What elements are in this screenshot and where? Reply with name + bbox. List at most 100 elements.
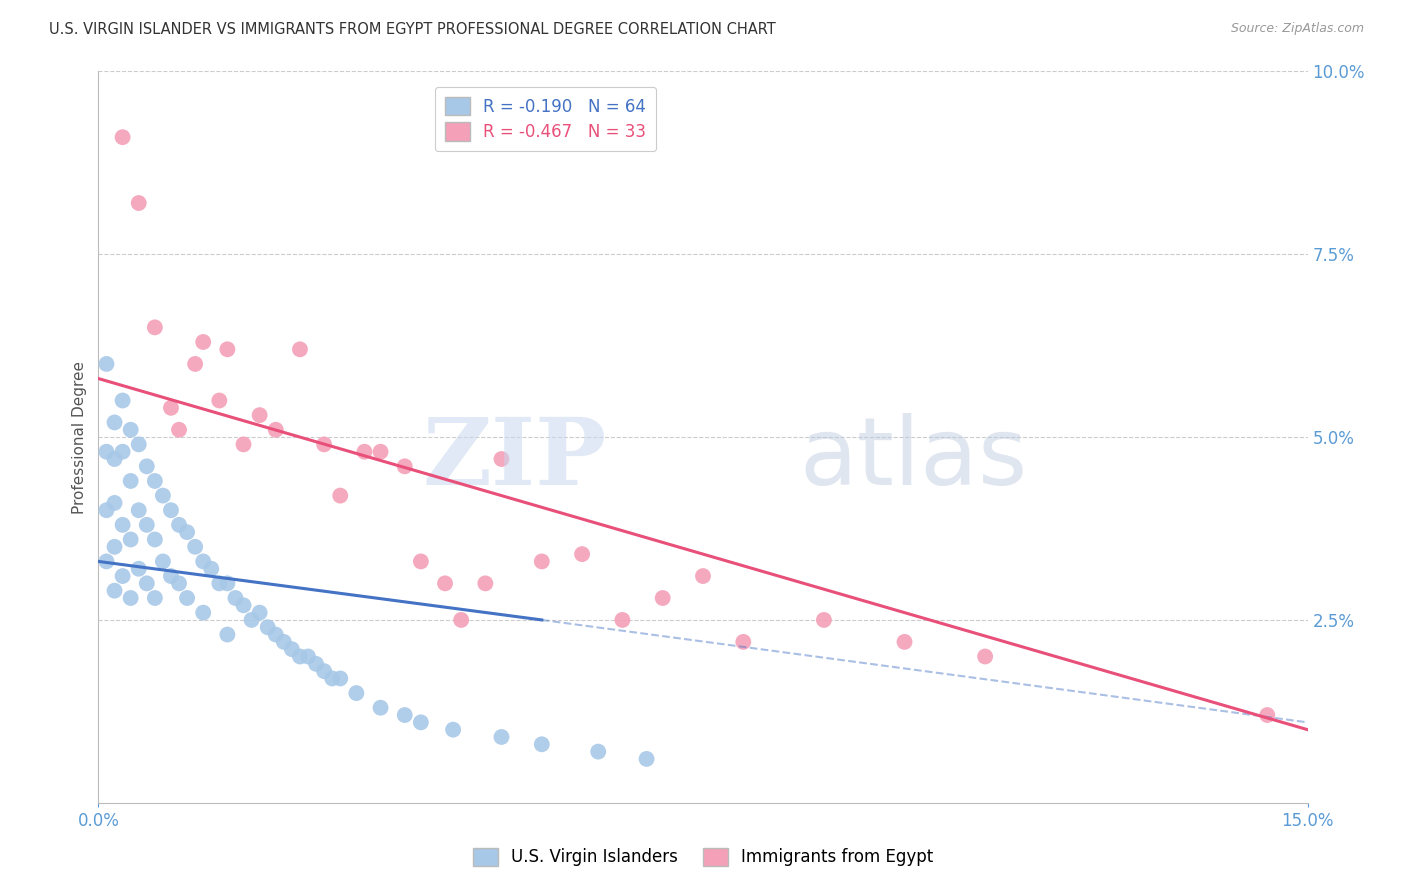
- Point: [530, 554, 553, 568]
- Point: [167, 517, 190, 532]
- Point: [305, 657, 328, 671]
- Point: [217, 343, 239, 357]
- Point: [193, 554, 215, 568]
- Point: [530, 737, 553, 751]
- Point: [409, 715, 432, 730]
- Point: [474, 576, 496, 591]
- Point: [273, 635, 295, 649]
- Point: [321, 672, 343, 686]
- Point: [152, 554, 174, 568]
- Point: [167, 576, 190, 591]
- Point: [491, 452, 513, 467]
- Point: [184, 357, 207, 371]
- Point: [152, 489, 174, 503]
- Point: [232, 437, 254, 451]
- Point: [441, 723, 464, 737]
- Point: [167, 423, 190, 437]
- Point: [111, 130, 134, 145]
- Point: [111, 444, 134, 458]
- Point: [128, 437, 150, 451]
- Point: [160, 401, 183, 415]
- Point: [103, 416, 125, 430]
- Point: [143, 533, 166, 547]
- Point: [813, 613, 835, 627]
- Point: [217, 576, 239, 591]
- Point: [314, 664, 336, 678]
- Point: [692, 569, 714, 583]
- Point: [103, 496, 125, 510]
- Point: [249, 408, 271, 422]
- Point: [193, 334, 215, 349]
- Point: [96, 444, 118, 458]
- Point: [160, 503, 183, 517]
- Point: [256, 620, 278, 634]
- Point: [974, 649, 997, 664]
- Point: [120, 474, 142, 488]
- Point: [96, 503, 118, 517]
- Point: [184, 540, 207, 554]
- Point: [264, 627, 287, 641]
- Point: [636, 752, 658, 766]
- Point: [409, 554, 432, 568]
- Point: [217, 627, 239, 641]
- Point: [111, 393, 134, 408]
- Point: [103, 540, 125, 554]
- Point: [1256, 708, 1278, 723]
- Point: [160, 569, 183, 583]
- Point: [224, 591, 246, 605]
- Point: [281, 642, 304, 657]
- Text: Source: ZipAtlas.com: Source: ZipAtlas.com: [1230, 22, 1364, 36]
- Point: [96, 554, 118, 568]
- Point: [893, 635, 915, 649]
- Point: [143, 320, 166, 334]
- Text: U.S. VIRGIN ISLANDER VS IMMIGRANTS FROM EGYPT PROFESSIONAL DEGREE CORRELATION CH: U.S. VIRGIN ISLANDER VS IMMIGRANTS FROM …: [49, 22, 776, 37]
- Point: [111, 517, 134, 532]
- Point: [120, 423, 142, 437]
- Point: [103, 583, 125, 598]
- Point: [128, 196, 150, 211]
- Point: [264, 423, 287, 437]
- Point: [249, 606, 271, 620]
- Point: [208, 576, 231, 591]
- Point: [200, 562, 222, 576]
- Point: [651, 591, 673, 605]
- Point: [135, 576, 157, 591]
- Point: [586, 745, 609, 759]
- Point: [135, 459, 157, 474]
- Point: [434, 576, 457, 591]
- Point: [370, 700, 392, 714]
- Point: [120, 533, 142, 547]
- Y-axis label: Professional Degree: Professional Degree: [72, 360, 87, 514]
- Point: [111, 569, 134, 583]
- Text: atlas: atlas: [800, 413, 1028, 505]
- Point: [733, 635, 755, 649]
- Point: [394, 459, 416, 474]
- Point: [96, 357, 118, 371]
- Point: [344, 686, 367, 700]
- Point: [288, 649, 311, 664]
- Point: [128, 562, 150, 576]
- Point: [176, 591, 198, 605]
- Point: [193, 606, 215, 620]
- Point: [353, 444, 375, 458]
- Point: [394, 708, 416, 723]
- Point: [135, 517, 157, 532]
- Point: [370, 444, 392, 458]
- Text: ZIP: ZIP: [422, 414, 606, 504]
- Point: [208, 393, 231, 408]
- Point: [240, 613, 263, 627]
- Legend: U.S. Virgin Islanders, Immigrants from Egypt: U.S. Virgin Islanders, Immigrants from E…: [465, 841, 941, 873]
- Point: [450, 613, 472, 627]
- Point: [329, 672, 352, 686]
- Point: [288, 343, 311, 357]
- Point: [612, 613, 634, 627]
- Point: [103, 452, 125, 467]
- Point: [120, 591, 142, 605]
- Point: [329, 489, 352, 503]
- Point: [143, 474, 166, 488]
- Point: [571, 547, 593, 561]
- Point: [128, 503, 150, 517]
- Point: [176, 525, 198, 540]
- Point: [143, 591, 166, 605]
- Point: [491, 730, 513, 744]
